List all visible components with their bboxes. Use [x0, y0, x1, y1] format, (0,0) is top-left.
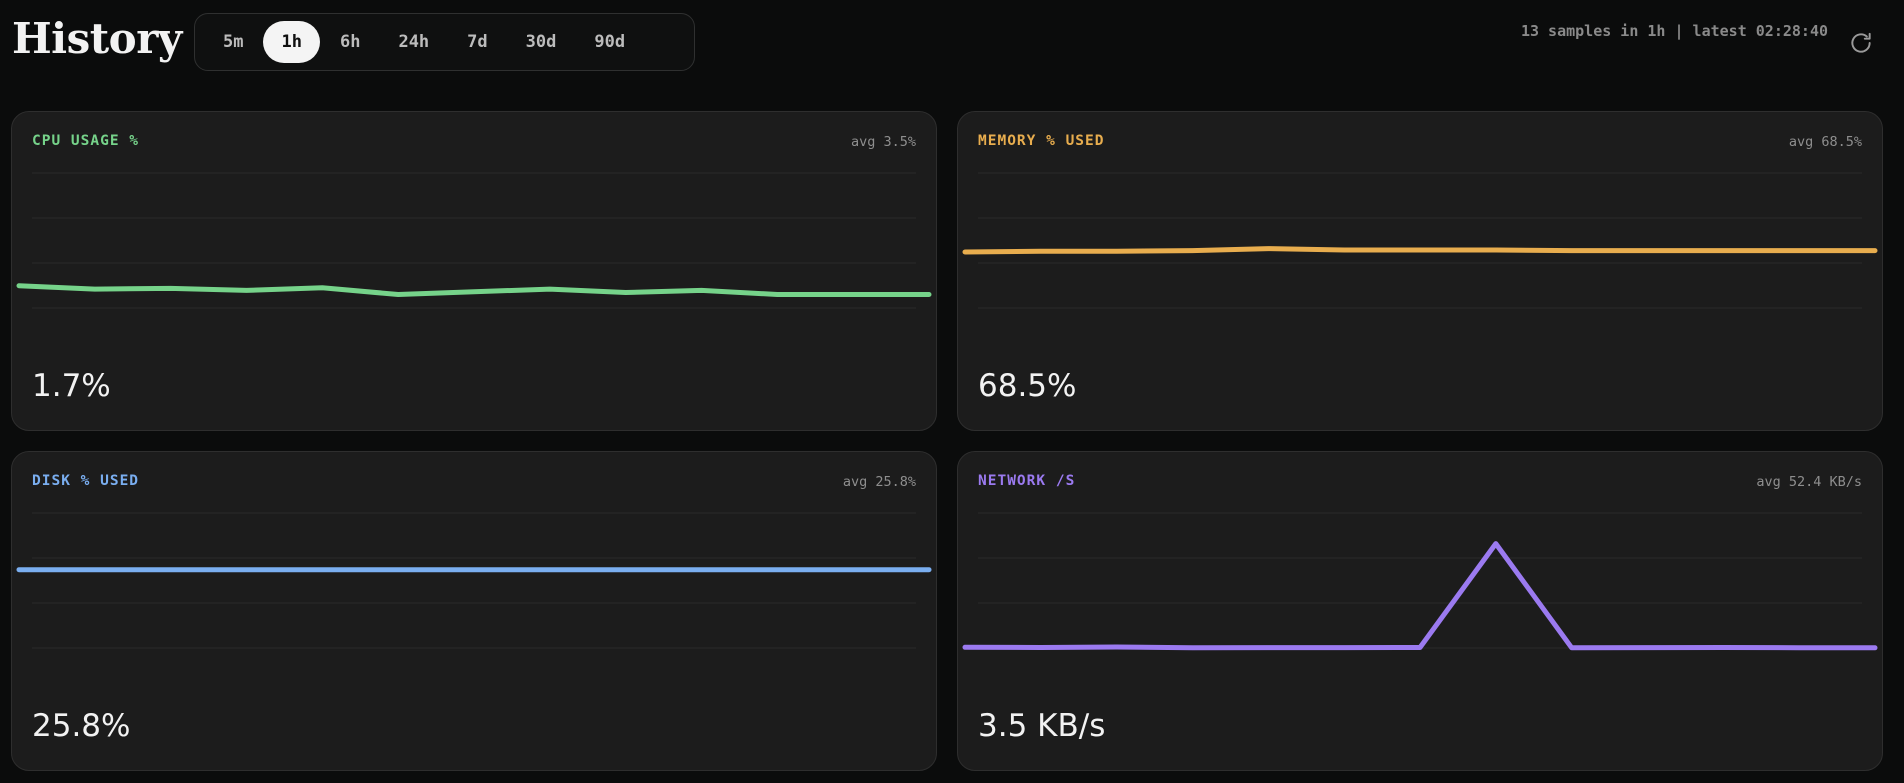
- card-current-value: 68.5%: [978, 368, 1077, 404]
- cpu-usage-card: CPU USAGE % avg 3.5% 1.7%: [11, 111, 937, 431]
- network-series-line: [962, 541, 1878, 651]
- range-button-30d[interactable]: 30d: [525, 32, 557, 52]
- refresh-button[interactable]: [1848, 30, 1874, 56]
- network-chart: [962, 512, 1878, 651]
- range-button-90d[interactable]: 90d: [594, 32, 626, 52]
- disk-used-chart: [16, 512, 932, 649]
- network-card: NETWORK /S avg 52.4 KB/s 3.5 KB/s: [957, 451, 1883, 771]
- page-title: History: [12, 14, 182, 63]
- card-title: CPU USAGE %: [32, 133, 140, 149]
- range-button-6h[interactable]: 6h: [339, 32, 361, 52]
- range-button-1h[interactable]: 1h: [263, 21, 320, 63]
- refresh-icon: [1851, 32, 1871, 53]
- time-range-selector: 5m 1h 6h 24h 7d 30d 90d: [194, 13, 695, 71]
- card-average: avg 52.4 KB/s: [1756, 474, 1862, 490]
- cpu-usage-chart: [16, 172, 932, 309]
- card-current-value: 25.8%: [32, 708, 131, 744]
- samples-info: 13 samples in 1h | latest 02:28:40: [1520, 22, 1828, 40]
- range-button-24h[interactable]: 24h: [398, 32, 430, 52]
- card-current-value: 3.5 KB/s: [978, 708, 1106, 744]
- range-button-5m[interactable]: 5m: [223, 32, 244, 52]
- card-average: avg 25.8%: [842, 474, 916, 490]
- cpu-series-line: [16, 283, 932, 297]
- card-title: NETWORK /S: [978, 473, 1076, 489]
- disk-used-card: DISK % USED avg 25.8% 25.8%: [11, 451, 937, 771]
- header: History 5m 1h 6h 24h 7d 30d 90d 13 sampl…: [0, 0, 1904, 90]
- card-title: MEMORY % USED: [978, 133, 1105, 149]
- memory-used-chart: [962, 172, 1878, 309]
- memory-used-card: MEMORY % USED avg 68.5% 68.5%: [957, 111, 1883, 431]
- card-average: avg 3.5%: [850, 134, 916, 150]
- range-button-7d[interactable]: 7d: [467, 32, 488, 52]
- card-title: DISK % USED: [32, 473, 140, 489]
- card-average: avg 68.5%: [1788, 134, 1862, 150]
- memory-series-line: [962, 246, 1878, 255]
- card-current-value: 1.7%: [32, 368, 111, 404]
